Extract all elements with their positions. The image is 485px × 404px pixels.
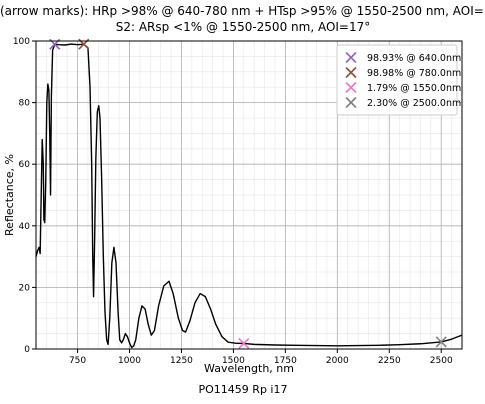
x-tick-label: 1250 [170, 356, 193, 366]
legend-marker-0 [345, 51, 357, 64]
data-marker-2-stroke-b [238, 337, 250, 350]
legend-label-3: 2.30% @ 2500.0nm [367, 98, 461, 109]
y-tick-label: 0 [24, 345, 30, 355]
legend-marker-3 [345, 96, 357, 109]
plot-frame [35, 40, 463, 350]
legend-label-0: 98.93% @ 640.0nm [367, 53, 461, 64]
legend-box [336, 44, 458, 116]
legend-marker-2 [345, 81, 357, 94]
y-tick-label: 20 [19, 283, 31, 293]
legend: 98.93% @ 640.0nm 98.98% @ 780.0nm 1.79% @ … [336, 44, 461, 116]
series-line-0 [35, 43, 463, 349]
legend-label-2: 1.79% @ 1550.0nm [367, 83, 461, 94]
y-tick-label: 80 [19, 99, 31, 109]
chart-title-line-2: S2: ARsp <1% @ 1550-2500 nm, AOI=17° [116, 20, 371, 34]
data-marker-3 [435, 336, 447, 348]
legend-marker-1 [345, 66, 357, 79]
legend-marker-0-stroke-b [345, 51, 357, 64]
chart-title-line-1: S1 (arrow marks): HRp >98% @ 640-780 nm … [0, 4, 485, 18]
x-tick-label: 2250 [378, 356, 401, 366]
y-tick-label: 60 [19, 160, 31, 170]
y-tick-label: 40 [19, 222, 31, 232]
legend-marker-3-stroke-b [345, 96, 357, 109]
y-axis-label: Reflectance, % [3, 154, 16, 236]
x-tick-label: 1000 [118, 356, 141, 366]
marker-layer [49, 38, 447, 350]
legend-marker-1-stroke-b [345, 66, 357, 79]
x-tick-label: 2500 [430, 356, 453, 366]
series-layer [35, 43, 463, 349]
x-tick-label: 2000 [326, 356, 349, 366]
legend-marker-2-stroke-b [345, 81, 357, 94]
x-tick-label: 1750 [274, 356, 297, 366]
axis-ticks: 750 1000 1250 1500 1750 2000 2250 2500 0 20 40 60 80… [13, 37, 453, 366]
x-axis-label: Wavelength, nm [204, 362, 294, 375]
legend-label-1: 98.98% @ 780.0nm [367, 68, 461, 79]
x-tick-label: 750 [69, 356, 86, 366]
x-tick-label: 1500 [222, 356, 245, 366]
chart-footer: PO11459 Rp i17 [199, 383, 288, 396]
data-marker-3-stroke-b [435, 336, 447, 348]
data-marker-2 [238, 337, 250, 350]
y-tick-label: 100 [13, 37, 30, 47]
